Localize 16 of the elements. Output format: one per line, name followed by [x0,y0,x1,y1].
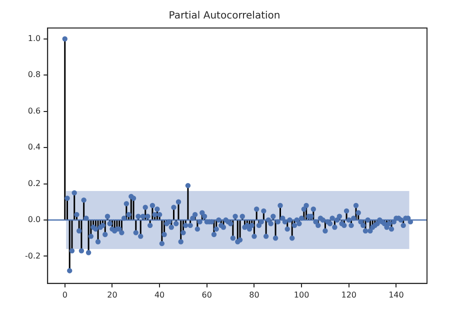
x-tick-label: 100 [294,290,310,300]
x-tick-label: 140 [388,290,404,300]
chart-title: Partial Autocorrelation [168,10,280,22]
y-tick-label: 0.6 [28,106,41,116]
y-tick-label: 0.8 [28,70,41,80]
y-tick-label: 0.0 [28,215,41,224]
y-tick-label: 1.0 [28,34,41,43]
x-tick-label: 120 [341,290,357,300]
x-tick-label: 40 [154,290,165,300]
y-tick-label: 0.4 [28,142,41,152]
y-tick-label: -0.2 [25,251,41,260]
x-tick-label: 20 [107,290,118,300]
y-tick-label: 0.2 [28,178,41,188]
x-tick-label: 60 [202,290,212,300]
x-tick-label: 0 [62,290,68,300]
x-tick-label: 80 [249,290,260,300]
